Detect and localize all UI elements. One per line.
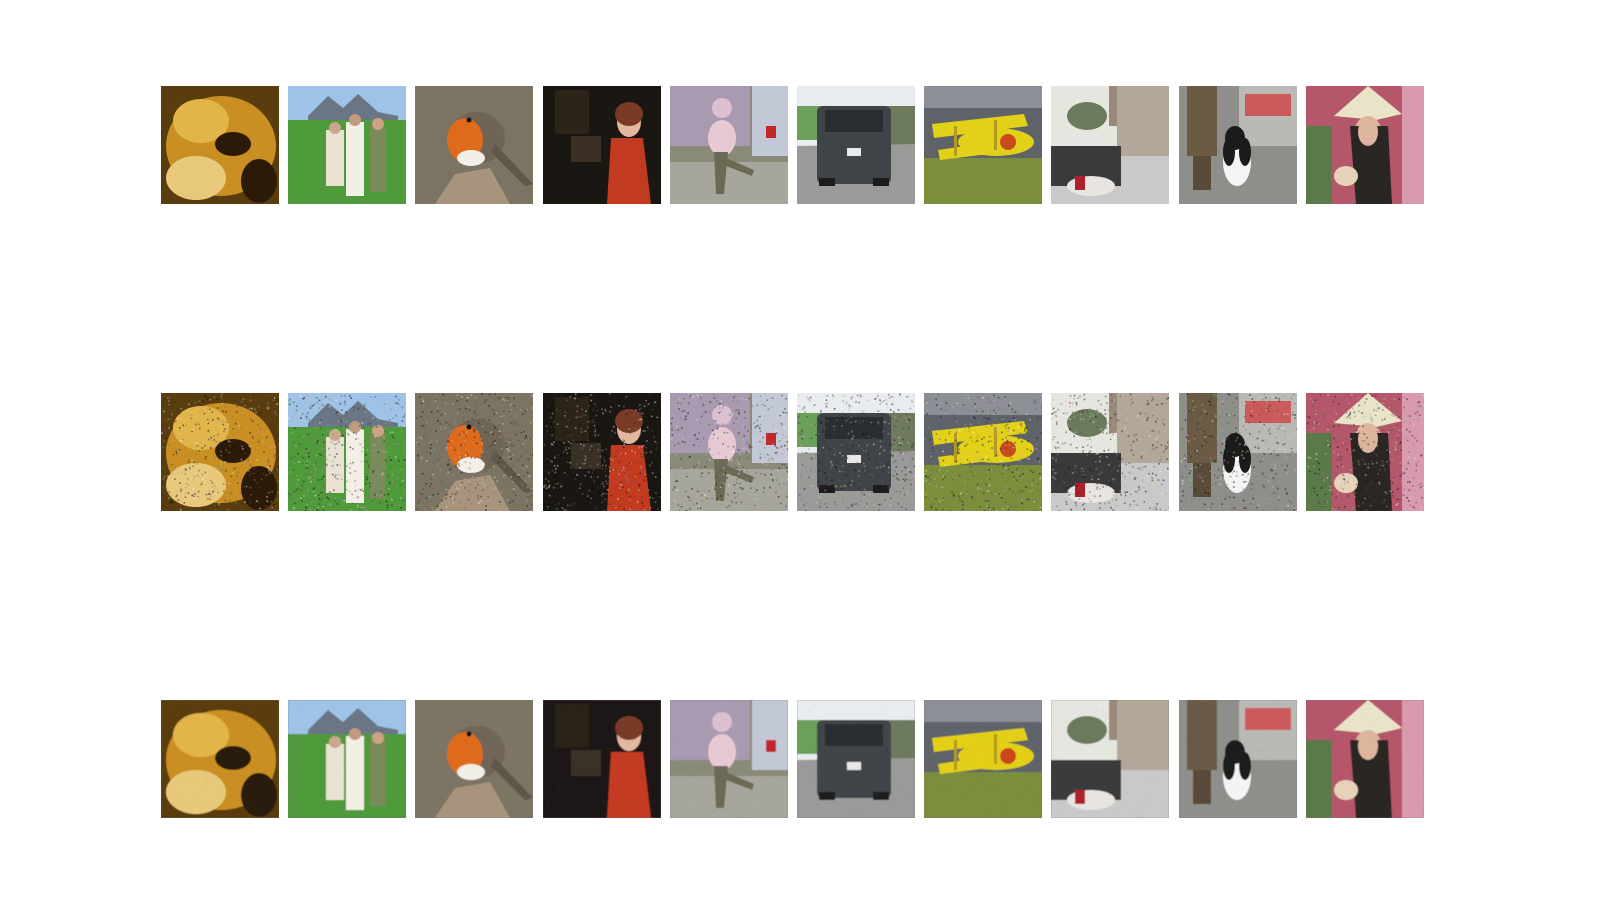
photo-spaniel-dog-on-street [1178,86,1297,204]
photo-woman-on-phone-dark-room [542,700,661,818]
thumbnail-noisy-suv-rear-on-road [797,393,915,511]
photo-woman-on-phone-dark-room [542,86,661,204]
thumbnail-original-spaniel-dog-on-street [1178,86,1297,204]
photo-spaniel-dog-on-street [1178,393,1297,511]
row-original [161,86,1451,204]
thumbnail-noisy-spaniel-dog-on-street [1178,393,1297,511]
thumbnail-denoised-woman-on-phone-dark-room [542,700,661,818]
photo-robin-on-rock [415,700,534,818]
thumbnail-original-girl-balancing-on-sidewalk [669,86,788,204]
thumbnail-denoised-kitten-closeup [161,700,279,818]
thumbnail-denoised-robin-on-rock [415,700,534,818]
thumbnail-denoised-spaniel-dog-on-street [1178,700,1297,818]
thumbnail-denoised-woman-with-straw-hat-market [1305,700,1424,818]
photo-street-with-motorcycles [1051,86,1170,204]
thumbnail-denoised-yellow-biplane-on-grass [924,700,1043,818]
photo-yellow-biplane-on-grass [924,86,1043,204]
thumbnail-original-kitten-closeup [161,86,279,204]
photo-woman-with-straw-hat-market [1305,86,1424,204]
row-noisy [161,393,1451,511]
photo-family-on-lawn [288,393,407,511]
thumbnail-noisy-woman-with-straw-hat-market [1305,393,1424,511]
photo-woman-with-straw-hat-market [1305,700,1424,818]
photo-girl-balancing-on-sidewalk [669,700,788,818]
photo-suv-rear-on-road [797,393,915,511]
thumbnail-noisy-kitten-closeup [161,393,279,511]
photo-family-on-lawn [288,700,407,818]
photo-kitten-closeup [161,700,279,818]
row-denoised [161,700,1451,818]
photo-robin-on-rock [415,86,534,204]
photo-robin-on-rock [415,393,534,511]
photo-street-with-motorcycles [1051,700,1170,818]
thumbnail-original-family-on-lawn [288,86,407,204]
thumbnail-original-woman-on-phone-dark-room [542,86,661,204]
photo-yellow-biplane-on-grass [924,700,1043,818]
photo-family-on-lawn [288,86,407,204]
photo-yellow-biplane-on-grass [924,393,1043,511]
thumbnail-noisy-yellow-biplane-on-grass [924,393,1043,511]
photo-woman-on-phone-dark-room [542,393,661,511]
thumbnail-original-woman-with-straw-hat-market [1305,86,1424,204]
thumbnail-original-robin-on-rock [415,86,534,204]
thumbnail-original-street-with-motorcycles [1051,86,1170,204]
thumbnail-noisy-woman-on-phone-dark-room [542,393,661,511]
thumbnail-denoised-girl-balancing-on-sidewalk [669,700,788,818]
photo-woman-with-straw-hat-market [1305,393,1424,511]
photo-girl-balancing-on-sidewalk [669,393,788,511]
photo-spaniel-dog-on-street [1178,700,1297,818]
thumbnail-noisy-robin-on-rock [415,393,534,511]
photo-street-with-motorcycles [1051,393,1170,511]
thumbnail-denoised-street-with-motorcycles [1051,700,1170,818]
photo-kitten-closeup [161,393,279,511]
thumbnail-noisy-girl-balancing-on-sidewalk [669,393,788,511]
thumbnail-denoised-family-on-lawn [288,700,407,818]
thumbnail-denoised-suv-rear-on-road [797,700,915,818]
photo-suv-rear-on-road [797,86,915,204]
photo-suv-rear-on-road [797,700,915,818]
thumbnail-noisy-family-on-lawn [288,393,407,511]
thumbnail-noisy-street-with-motorcycles [1051,393,1170,511]
thumbnail-original-yellow-biplane-on-grass [924,86,1043,204]
photo-kitten-closeup [161,86,279,204]
thumbnail-original-suv-rear-on-road [797,86,915,204]
photo-girl-balancing-on-sidewalk [669,86,788,204]
